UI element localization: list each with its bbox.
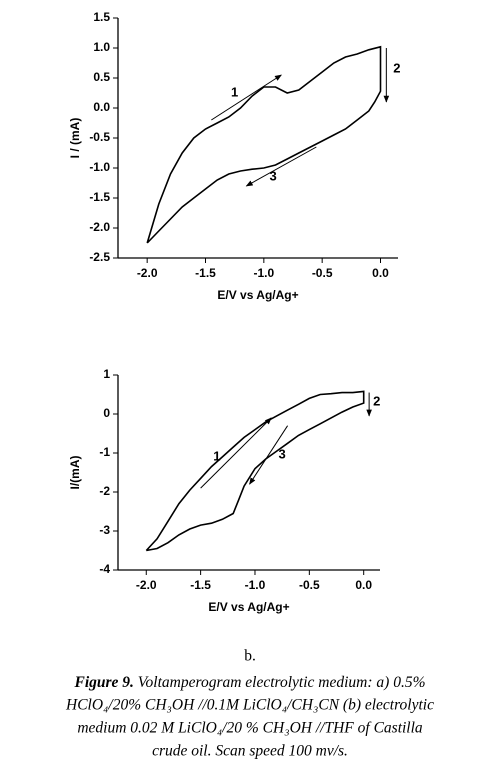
arrow [249, 425, 289, 485]
x-tick-label: -1.5 [195, 266, 216, 280]
annotation: 1 [213, 448, 220, 463]
x-tick-label: -1.5 [190, 578, 211, 592]
x-tick-label: -1.0 [253, 266, 274, 280]
y-tick-label: 0.5 [93, 70, 110, 84]
panel-label: b. [244, 648, 256, 665]
caption-label: Figure 9. [73, 674, 133, 691]
y-tick-label: -3 [99, 523, 110, 537]
y-axis-label: I/(mA) [68, 456, 82, 490]
x-axis-label: E/V vs Ag/Ag+ [208, 600, 289, 614]
y-axis-label: I / (mA) [68, 118, 82, 159]
y-tick-label: 1.0 [93, 40, 110, 54]
annotation: 2 [393, 60, 400, 75]
annotation: 1 [231, 84, 238, 99]
y-tick-label: 0 [103, 406, 110, 420]
annotation: 3 [279, 446, 286, 461]
annotation: 3 [270, 168, 277, 183]
x-axis-label: E/V vs Ag/Ag+ [217, 288, 298, 302]
y-tick-label: -2 [99, 484, 110, 498]
y-tick-label: 0.0 [93, 100, 110, 114]
cv-curve [145, 390, 365, 552]
x-tick-label: -2.0 [137, 266, 158, 280]
y-tick-label: -4 [99, 562, 110, 576]
cv-curve [146, 45, 382, 244]
y-tick-label: -0.5 [89, 130, 110, 144]
caption-line: crude oil. Scan speed 100 mv/s. [152, 743, 348, 760]
arrow [245, 146, 317, 187]
caption-line: Figure 9. Voltamperogram electrolytic me… [73, 674, 425, 691]
caption-line: medium 0.02 M LiClO₄/20 % CH₃OH //THF of… [77, 720, 423, 737]
x-tick-label: -1.0 [245, 578, 266, 592]
annotation: 2 [373, 394, 380, 409]
arrow [200, 417, 272, 489]
x-tick-label: -2.0 [136, 578, 157, 592]
y-tick-label: -1.5 [89, 190, 110, 204]
arrow [211, 74, 282, 121]
y-tick-label: 1 [103, 367, 110, 381]
x-tick-label: -0.5 [299, 578, 320, 592]
x-tick-label: 0.0 [372, 266, 389, 280]
caption-line: HClO₄/20% CH₃OH //0.1M LiClO₄/CH₃CN (b) … [65, 697, 434, 714]
caption-text: Voltamperogram electrolytic medium: a) 0… [138, 674, 426, 691]
y-tick-label: -1 [99, 445, 110, 459]
y-tick-label: -2.5 [89, 250, 110, 264]
y-tick-label: -1.0 [89, 160, 110, 174]
y-tick-label: -2.0 [89, 220, 110, 234]
x-tick-label: 0.0 [355, 578, 372, 592]
x-tick-label: -0.5 [312, 266, 333, 280]
y-tick-label: 1.5 [93, 10, 110, 24]
